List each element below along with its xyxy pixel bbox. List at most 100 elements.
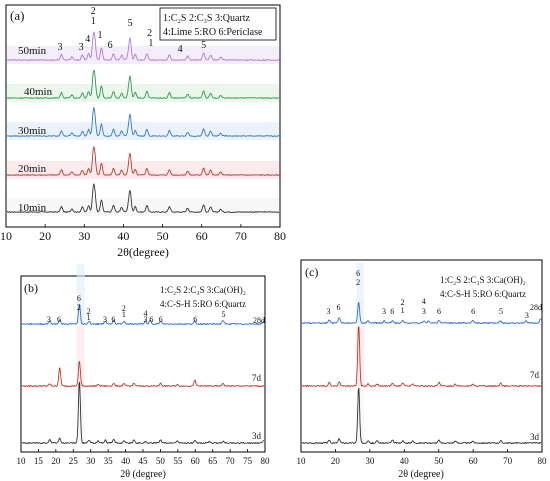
c-highlight-28d xyxy=(356,263,365,323)
panel-b-x-axis-label: 2θ (degree) xyxy=(120,469,166,480)
panel-a-bands xyxy=(7,46,279,216)
b-peak-label-4: 2 xyxy=(87,307,91,316)
b-peak-label-15: 5 xyxy=(222,310,226,319)
panel-c-x-tick-label-10: 10 xyxy=(297,456,307,466)
panel-b-x-tick-label-15: 15 xyxy=(34,456,44,466)
panel-a-x-tick-label-80: 80 xyxy=(274,229,286,243)
b-series-line-3d xyxy=(21,381,265,445)
panel-b-x-tick-label-55: 55 xyxy=(173,456,183,466)
panel-c: (c) 1:C₂S 2:C₃S 3:Ca(OH)₂ 4:C-S-H 5:RO 6… xyxy=(297,259,548,480)
b-peak-label-2: 6 xyxy=(77,294,81,303)
c-peak-label-3: 2 xyxy=(356,278,360,287)
panel-c-legend-line-2: 4:C-S-H 5:RO 6:Quartz xyxy=(440,289,526,299)
panel-b-x-tick-label-45: 45 xyxy=(139,456,149,466)
panel-a-x-tick-label-20: 20 xyxy=(39,229,51,243)
c-peak-label-12: 5 xyxy=(499,307,503,316)
panel-c-legend-line-1: 1:C₂S 2:C₃S 3:Ca(OH)₂ xyxy=(440,275,526,285)
panel-b-x-tick-label-30: 30 xyxy=(86,456,96,466)
panel-b-label: (b) xyxy=(24,281,38,295)
panel-a-traces xyxy=(6,31,280,213)
c-peak-label-2: 6 xyxy=(356,269,360,278)
peak-label-0: 3 xyxy=(58,42,63,53)
b-peak-label-9: 1 xyxy=(122,310,126,319)
panel-b-x-tick-label-20: 20 xyxy=(51,456,61,466)
panel-a-label: (a) xyxy=(10,8,24,23)
peak-label-3: 2 xyxy=(91,6,96,17)
b-peak-label-16: 28d xyxy=(253,316,265,325)
panel-b-legend-line-2: 4:C-S-H 5:RO 6:Quartz xyxy=(160,299,246,309)
panel-c-x-tick-label-40: 40 xyxy=(400,456,410,466)
c-peak-label-10: 6 xyxy=(437,307,441,316)
panel-b-x-tick-label-75: 75 xyxy=(243,456,253,466)
b-peak-label-0: 3 xyxy=(47,315,51,324)
panel-c-x-ticks: 10 20 30 40 50 60 70 80 xyxy=(297,449,548,466)
panel-b-series-label-3d: 3d xyxy=(252,431,262,441)
series-label-40min: 40min xyxy=(24,86,53,98)
series-label-50min: 50min xyxy=(18,45,47,57)
band-50min xyxy=(7,46,279,64)
panel-c-series-label-3d: 3d xyxy=(530,432,540,442)
b-series-line-7d xyxy=(21,361,265,388)
panel-b: (b) 1:C₂S 2:C₃S 3:Ca(OH)₂ 4:C-S-H 5:RO 6… xyxy=(17,264,270,480)
panel-a-x-tick-label-40: 40 xyxy=(117,229,129,243)
series-label-10min: 10min xyxy=(18,202,47,214)
b-peak-label-10: 4 xyxy=(143,309,147,318)
panel-b-x-tick-label-25: 25 xyxy=(69,456,79,466)
c-peak-label-5: 6 xyxy=(390,307,394,316)
panel-c-traces xyxy=(301,302,542,445)
c-peak-label-8: 4 xyxy=(422,297,426,306)
panel-b-x-tick-label-60: 60 xyxy=(191,456,201,466)
peak-label-10: 4 xyxy=(178,44,183,55)
series-label-20min: 20min xyxy=(18,163,47,175)
panel-a-legend-line-1: 1:C₂S 2:C₃S 3:Quartz xyxy=(163,13,251,24)
panel-a-x-tick-label-70: 70 xyxy=(235,229,247,243)
b-highlight-28d xyxy=(76,264,85,324)
panel-c-series-label-7d: 7d xyxy=(530,370,540,380)
panel-c-x-tick-label-80: 80 xyxy=(538,456,548,466)
series-line-30min xyxy=(6,107,280,137)
peak-label-5: 1 xyxy=(97,30,102,41)
panel-b-x-tick-label-10: 10 xyxy=(17,456,27,466)
panel-c-x-tick-label-50: 50 xyxy=(434,456,444,466)
peak-label-11: 5 xyxy=(201,40,206,51)
band-30min xyxy=(7,122,279,140)
panel-b-x-tick-label-65: 65 xyxy=(208,456,218,466)
panel-b-x-tick-label-50: 50 xyxy=(156,456,166,466)
c-series-line-28d xyxy=(301,302,542,325)
panel-c-label: (c) xyxy=(305,265,318,279)
b-peak-label-5: 1 xyxy=(87,313,91,322)
b-peak-label-8: 2 xyxy=(122,304,126,313)
series-line-40min xyxy=(7,69,280,99)
series-line-10min xyxy=(6,183,280,213)
c-peak-label-14: 28d xyxy=(530,303,542,312)
band-20min xyxy=(7,161,279,179)
panel-a-x-tick-label-10: 10 xyxy=(0,229,12,243)
panel-c-x-tick-label-30: 30 xyxy=(365,456,375,466)
panel-a-legend-line-2: 4:Lime 5:RO 6:Periclase xyxy=(163,27,263,38)
panel-b-x-tick-label-70: 70 xyxy=(226,456,236,466)
peak-label-7: 5 xyxy=(128,18,133,29)
series-line-50min xyxy=(6,31,280,61)
series-label-30min: 30min xyxy=(18,125,47,137)
peak-label-2: 4 xyxy=(85,34,90,45)
band-10min xyxy=(7,198,279,216)
b-peak-label-12: 6 xyxy=(149,315,153,324)
panel-a-frame xyxy=(5,4,281,228)
peak-label-6: 6 xyxy=(108,40,113,51)
peak-label-1: 3 xyxy=(79,42,84,53)
panel-a-x-axis-label: 2θ(degree) xyxy=(117,245,169,259)
panel-b-x-tick-label-40: 40 xyxy=(121,456,131,466)
panel-c-x-tick-label-70: 70 xyxy=(503,456,513,466)
c-peak-label-7: 1 xyxy=(401,306,405,315)
panel-a-x-ticks: 10 20 30 40 50 60 70 80 xyxy=(0,224,286,243)
panel-a-legend-box xyxy=(159,7,277,41)
peak-label-9: 1 xyxy=(148,38,153,49)
c-peak-label-9: 3 xyxy=(422,307,426,316)
panel-c-x-tick-label-60: 60 xyxy=(469,456,479,466)
b-peak-label-11: 3 xyxy=(143,315,147,324)
c-peak-label-1: 6 xyxy=(337,303,341,312)
b-peak-label-1: 6 xyxy=(57,315,61,324)
